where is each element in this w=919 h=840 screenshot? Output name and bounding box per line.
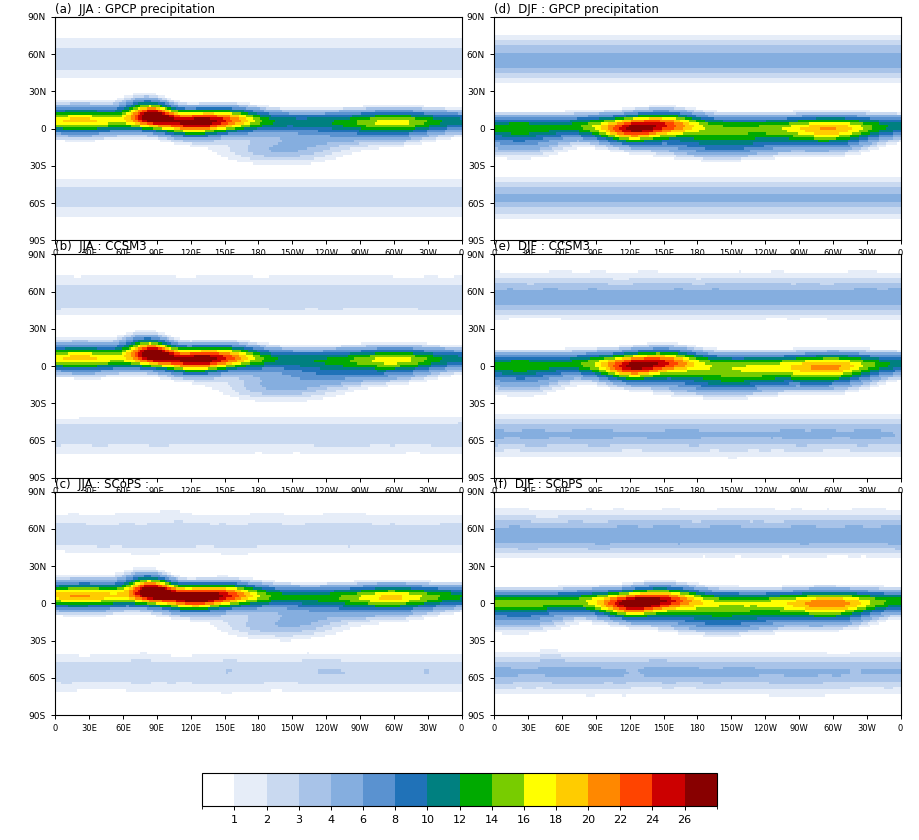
Text: (e)  DJF : CCSM3: (e) DJF : CCSM3 (494, 240, 590, 253)
Text: (a)  JJA : GPCP precipitation: (a) JJA : GPCP precipitation (55, 3, 215, 16)
Text: (c)  JJA : SCoPS :: (c) JJA : SCoPS : (55, 478, 149, 491)
Text: (b)  JJA : CCSM3: (b) JJA : CCSM3 (55, 240, 147, 253)
Text: (d)  DJF : GPCP precipitation: (d) DJF : GPCP precipitation (494, 3, 659, 16)
Text: (f)  DJF : SCoPS: (f) DJF : SCoPS (494, 478, 583, 491)
